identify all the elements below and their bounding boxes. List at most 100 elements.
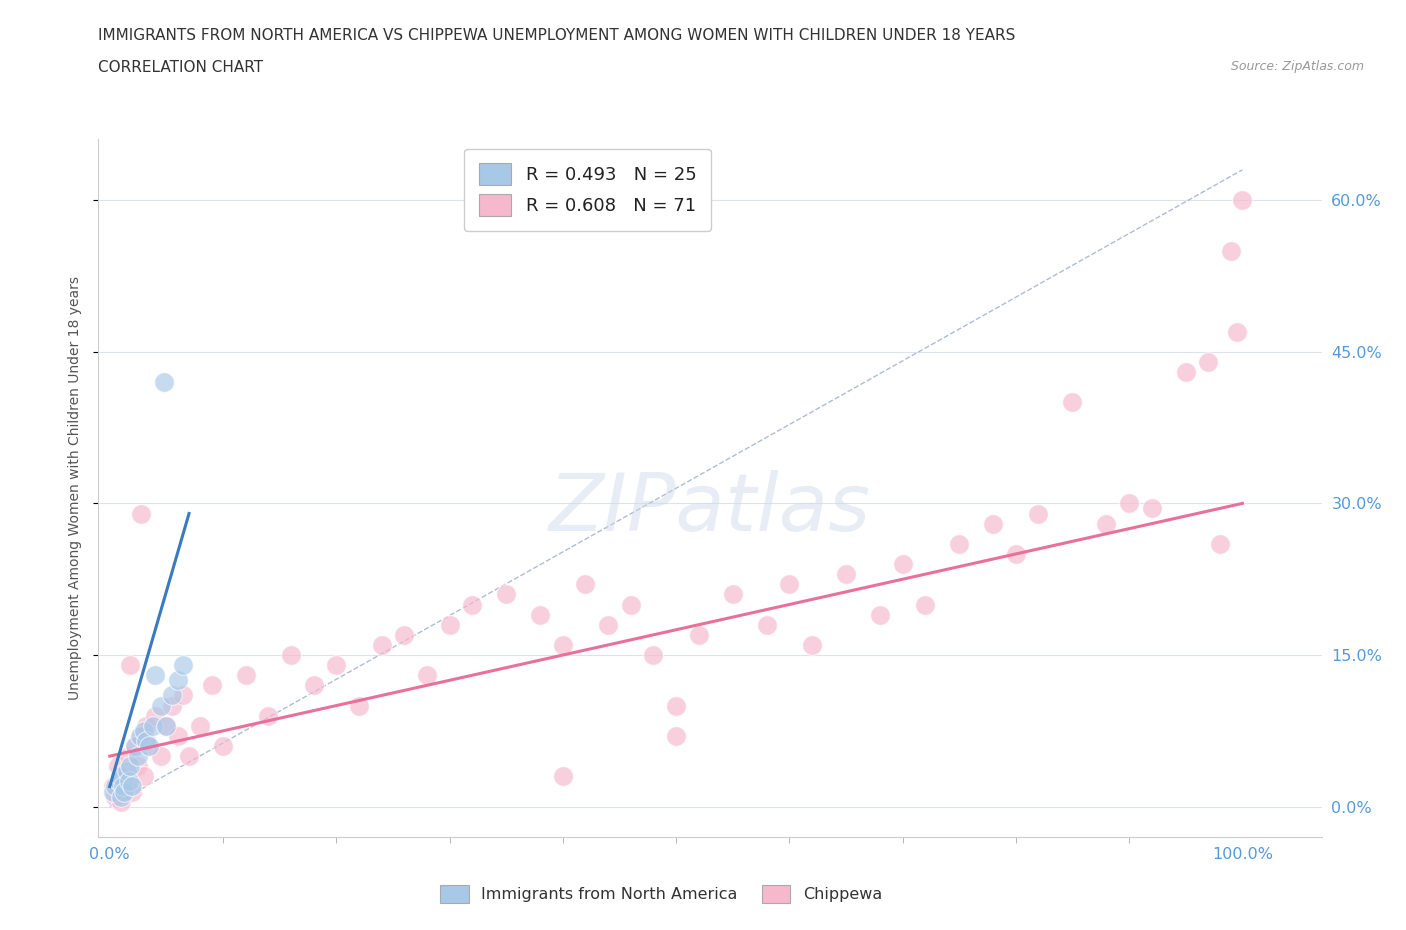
- Point: [835, 566, 858, 581]
- Point: [112, 779, 135, 794]
- Point: [801, 637, 824, 652]
- Y-axis label: Unemployment Among Women with Children Under 18 years: Unemployment Among Women with Children U…: [67, 276, 82, 700]
- Point: [132, 724, 155, 738]
- Text: ZIPatlas: ZIPatlas: [548, 471, 872, 548]
- Point: [166, 728, 188, 743]
- Point: [120, 658, 142, 672]
- Point: [1232, 193, 1254, 207]
- Point: [302, 678, 325, 693]
- Point: [1062, 395, 1084, 410]
- Point: [914, 597, 936, 612]
- Point: [347, 698, 370, 713]
- Point: [155, 718, 177, 733]
- Text: CORRELATION CHART: CORRELATION CHART: [98, 60, 263, 75]
- Point: [143, 709, 166, 724]
- Point: [142, 718, 165, 733]
- Point: [280, 647, 302, 662]
- Point: [160, 698, 183, 713]
- Point: [778, 577, 800, 591]
- Point: [1028, 506, 1050, 521]
- Point: [107, 759, 129, 774]
- Point: [461, 597, 484, 612]
- Point: [127, 759, 149, 774]
- Point: [188, 718, 212, 733]
- Point: [138, 738, 160, 753]
- Point: [416, 668, 439, 683]
- Point: [665, 728, 688, 743]
- Point: [620, 597, 643, 612]
- Point: [110, 790, 132, 804]
- Point: [721, 587, 744, 602]
- Point: [439, 618, 461, 632]
- Point: [127, 749, 149, 764]
- Point: [124, 738, 146, 753]
- Point: [155, 718, 177, 733]
- Point: [257, 709, 280, 724]
- Point: [1140, 501, 1163, 516]
- Point: [869, 607, 891, 622]
- Point: [101, 779, 124, 794]
- Point: [104, 779, 127, 794]
- Point: [114, 784, 136, 799]
- Point: [551, 637, 574, 652]
- Point: [129, 728, 152, 743]
- Point: [132, 769, 155, 784]
- Point: [135, 718, 157, 733]
- Point: [108, 769, 131, 784]
- Point: [172, 688, 194, 703]
- Point: [370, 637, 392, 652]
- Point: [149, 749, 172, 764]
- Point: [1226, 325, 1249, 339]
- Point: [981, 516, 1004, 531]
- Point: [143, 668, 166, 683]
- Point: [124, 738, 146, 753]
- Point: [115, 764, 138, 778]
- Point: [574, 577, 596, 591]
- Point: [1174, 365, 1197, 379]
- Point: [755, 618, 778, 632]
- Point: [177, 749, 200, 764]
- Point: [1197, 354, 1219, 369]
- Point: [110, 794, 132, 809]
- Point: [166, 673, 188, 688]
- Text: IMMIGRANTS FROM NORTH AMERICA VS CHIPPEWA UNEMPLOYMENT AMONG WOMEN WITH CHILDREN: IMMIGRANTS FROM NORTH AMERICA VS CHIPPEW…: [98, 28, 1015, 43]
- Point: [1220, 244, 1243, 259]
- Point: [1208, 537, 1230, 551]
- Point: [121, 784, 143, 799]
- Point: [131, 506, 153, 521]
- Point: [121, 779, 143, 794]
- Point: [153, 375, 176, 390]
- Point: [551, 769, 574, 784]
- Point: [891, 557, 914, 572]
- Point: [149, 698, 172, 713]
- Point: [160, 688, 183, 703]
- Point: [118, 749, 141, 764]
- Point: [665, 698, 688, 713]
- Point: [325, 658, 347, 672]
- Point: [495, 587, 517, 602]
- Point: [120, 759, 142, 774]
- Point: [112, 769, 135, 784]
- Point: [138, 738, 160, 753]
- Point: [392, 628, 416, 643]
- Point: [235, 668, 257, 683]
- Point: [529, 607, 551, 622]
- Point: [104, 790, 127, 804]
- Point: [115, 779, 138, 794]
- Point: [108, 774, 131, 789]
- Text: Source: ZipAtlas.com: Source: ZipAtlas.com: [1230, 60, 1364, 73]
- Point: [643, 647, 665, 662]
- Point: [212, 738, 235, 753]
- Point: [688, 628, 710, 643]
- Legend: Immigrants from North America, Chippewa: Immigrants from North America, Chippewa: [433, 879, 889, 910]
- Point: [948, 537, 970, 551]
- Point: [1095, 516, 1118, 531]
- Point: [131, 728, 153, 743]
- Point: [201, 678, 224, 693]
- Point: [108, 774, 131, 789]
- Point: [172, 658, 194, 672]
- Point: [596, 618, 619, 632]
- Point: [101, 784, 124, 799]
- Point: [135, 734, 157, 749]
- Point: [1004, 547, 1026, 562]
